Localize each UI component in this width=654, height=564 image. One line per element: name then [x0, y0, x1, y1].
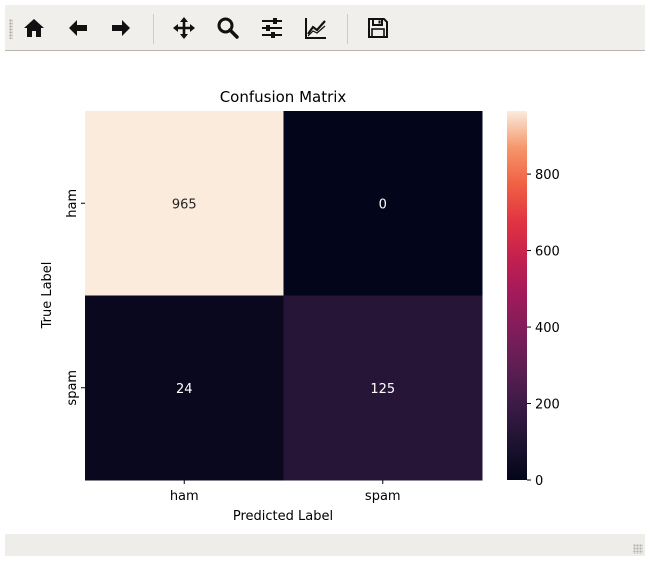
x-axis-label: Predicted Label — [233, 509, 333, 524]
sliders-icon — [262, 18, 282, 38]
heatmap-cell — [283, 111, 483, 296]
zoom-button[interactable] — [211, 11, 245, 45]
x-tick-label: ham — [170, 489, 199, 504]
arrow-left-icon — [69, 20, 87, 36]
chart-title: Confusion Matrix — [220, 88, 347, 106]
colorbar-gradient — [507, 111, 527, 480]
colorbar-tick-label: 200 — [535, 398, 560, 413]
edit-axis-button[interactable] — [299, 11, 333, 45]
navigation-toolbar — [5, 5, 645, 51]
colorbar: 0 200 400 600 800 — [507, 111, 560, 489]
move-icon — [173, 17, 195, 39]
x-tick-label: spam — [365, 489, 401, 504]
home-button[interactable] — [17, 11, 51, 45]
configure-subplots-button[interactable] — [255, 11, 289, 45]
heatmap-cell — [85, 111, 284, 296]
magnifier-icon — [217, 17, 239, 39]
floppy-disk-icon — [368, 18, 388, 38]
status-bar — [5, 534, 645, 556]
cell-value-label: 965 — [172, 197, 197, 212]
line-chart-icon — [305, 18, 326, 39]
back-button[interactable] — [61, 11, 95, 45]
cell-value-label: 0 — [379, 197, 387, 212]
colorbar-tick-label: 400 — [535, 321, 560, 336]
cell-value-label: 125 — [370, 382, 395, 397]
cell-value-label: 24 — [176, 382, 193, 397]
heatmap-cell — [283, 295, 483, 481]
save-button[interactable] — [361, 11, 395, 45]
y-tick-label: ham — [65, 189, 80, 218]
figure-canvas[interactable]: Confusion Matrix 965 0 24 125 Predicted Lab… — [5, 52, 645, 533]
home-icon — [24, 19, 44, 37]
heatmap-chart: Confusion Matrix 965 0 24 125 Predicted Lab… — [40, 88, 560, 524]
y-axis-label: True Label — [40, 262, 55, 330]
resize-grip[interactable] — [633, 544, 643, 554]
heatmap-cell — [85, 295, 284, 481]
colorbar-tick-label: 0 — [535, 474, 543, 489]
y-tick-label: spam — [65, 370, 80, 406]
pan-button[interactable] — [167, 11, 201, 45]
colorbar-tick-label: 600 — [535, 245, 560, 260]
toolbar-separator — [153, 14, 154, 44]
arrow-right-icon — [112, 20, 130, 36]
forward-button[interactable] — [104, 11, 138, 45]
toolbar-separator — [347, 14, 348, 44]
toolbar-grip[interactable] — [9, 19, 13, 39]
colorbar-tick-label: 800 — [535, 168, 560, 183]
